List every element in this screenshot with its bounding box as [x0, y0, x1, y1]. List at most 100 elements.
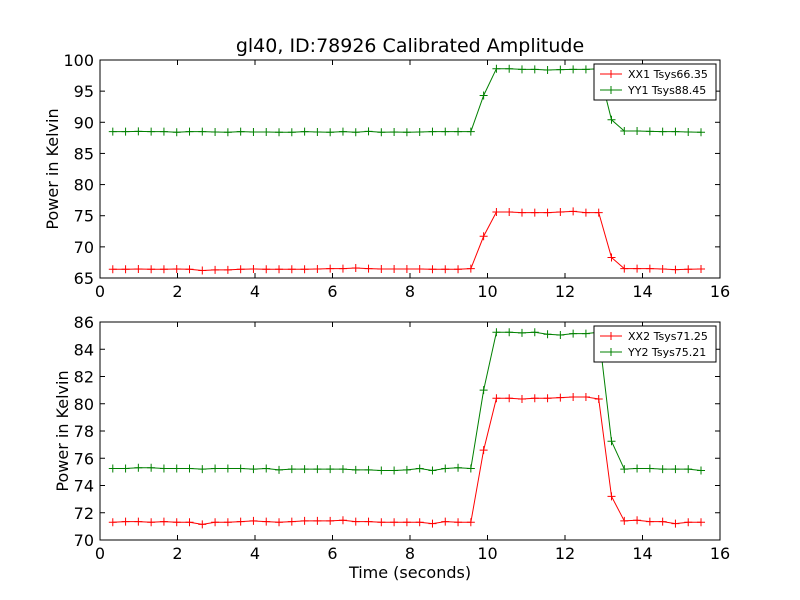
- data-point: [658, 127, 667, 136]
- data-point: [262, 517, 271, 526]
- data-point: [671, 465, 680, 474]
- data-point: [364, 264, 373, 273]
- data-point: [569, 65, 578, 74]
- data-point: [326, 264, 335, 273]
- legend-label: XX1 Tsys66.35: [628, 68, 708, 81]
- data-point: [134, 517, 143, 526]
- data-point: [287, 128, 296, 137]
- x-tick-label: 8: [405, 282, 415, 301]
- legend-box: [593, 63, 717, 101]
- data-point: [454, 127, 463, 136]
- y-tick-label: 95: [74, 82, 94, 101]
- data-point: [275, 518, 284, 527]
- data-point: [198, 465, 207, 474]
- legend-marker: [607, 332, 615, 340]
- data-point: [287, 517, 296, 526]
- top-axis-ticks: 0 2 4 6 8 10 12 14 16 65 70 75 80 85 90 95 100: [63, 51, 730, 301]
- y-tick-label: 76: [74, 449, 94, 468]
- data-point: [454, 463, 463, 472]
- data-point: [147, 518, 156, 527]
- data-point: [377, 128, 386, 137]
- bottom-legend: XX2 Tsys71.25 YY2 Tsys75.21: [593, 325, 717, 363]
- data-point: [633, 464, 642, 473]
- y-tick-label: 80: [74, 176, 94, 195]
- data-point: [121, 127, 130, 136]
- data-point: [121, 517, 130, 526]
- x-tick-label: 16: [710, 282, 730, 301]
- data-point: [198, 127, 207, 136]
- data-point: [581, 65, 590, 74]
- x-tick-label: 10: [477, 282, 497, 301]
- data-point: [645, 464, 654, 473]
- data-point: [697, 128, 706, 137]
- data-point: [211, 464, 220, 473]
- data-point: [185, 265, 194, 274]
- data-point: [658, 465, 667, 474]
- data-point: [300, 465, 309, 474]
- data-point: [543, 208, 552, 217]
- data-point: [134, 127, 143, 136]
- data-point: [671, 127, 680, 136]
- legend-marker: [607, 86, 615, 94]
- data-point: [223, 464, 232, 473]
- data-point: [236, 464, 245, 473]
- data-point: [607, 437, 616, 446]
- data-point: [313, 264, 322, 273]
- data-point: [684, 518, 693, 527]
- data-point: [517, 394, 526, 403]
- data-point: [466, 464, 475, 473]
- bottom-panel: 0 2 4 6 8 10 12 14 16 70 72 74 76 78 80 82 84 86 XX2 Tsys…: [53, 313, 730, 582]
- data-point: [607, 492, 616, 501]
- y-tick-label: 100: [63, 51, 94, 70]
- data-point: [645, 264, 654, 273]
- data-point: [108, 127, 117, 136]
- y-tick-label: 86: [74, 313, 94, 332]
- data-point: [492, 394, 501, 403]
- data-point: [697, 518, 706, 527]
- data-point: [223, 128, 232, 137]
- data-point: [377, 264, 386, 273]
- data-point: [620, 516, 629, 525]
- top-panel: 0 2 4 6 8 10 12 14 16 65 70 75 80 85 90 95 100 XX1 Tsys6…: [43, 51, 730, 301]
- data-point: [454, 518, 463, 527]
- top-legend: XX1 Tsys66.35 YY1 Tsys88.45: [593, 63, 717, 101]
- legend-label: XX2 Tsys71.25: [628, 330, 708, 343]
- y-tick-label: 80: [74, 395, 94, 414]
- y-tick-label: 90: [74, 113, 94, 132]
- x-tick-label: 0: [95, 544, 105, 563]
- data-point: [108, 518, 117, 527]
- data-point: [351, 465, 360, 474]
- x-axis-label: Time (seconds): [348, 563, 471, 582]
- data-point: [620, 465, 629, 474]
- data-point: [415, 464, 424, 473]
- data-point: [569, 392, 578, 401]
- data-point: [147, 265, 156, 274]
- data-point: [594, 394, 603, 403]
- data-point: [428, 127, 437, 136]
- legend-box: [593, 325, 717, 363]
- data-point: [223, 265, 232, 274]
- x-tick-label: 8: [405, 544, 415, 563]
- data-point: [159, 464, 168, 473]
- y-tick-label: 78: [74, 422, 94, 441]
- data-point: [108, 464, 117, 473]
- x-tick-label: 12: [555, 544, 575, 563]
- bottom-axis-ticks: 0 2 4 6 8 10 12 14 16 70 72 74 76 78 80 82 84 86: [74, 313, 731, 563]
- data-point: [364, 465, 373, 474]
- data-point: [300, 127, 309, 136]
- data-point: [479, 91, 488, 100]
- data-point: [172, 518, 181, 527]
- data-point: [364, 517, 373, 526]
- data-point: [262, 464, 271, 473]
- data-point: [338, 516, 347, 525]
- data-point: [684, 265, 693, 274]
- data-point: [569, 207, 578, 216]
- data-point: [390, 466, 399, 475]
- data-point: [556, 65, 565, 74]
- data-point: [326, 465, 335, 474]
- data-point: [338, 264, 347, 273]
- data-point: [287, 465, 296, 474]
- data-point: [543, 65, 552, 74]
- data-point: [671, 519, 680, 528]
